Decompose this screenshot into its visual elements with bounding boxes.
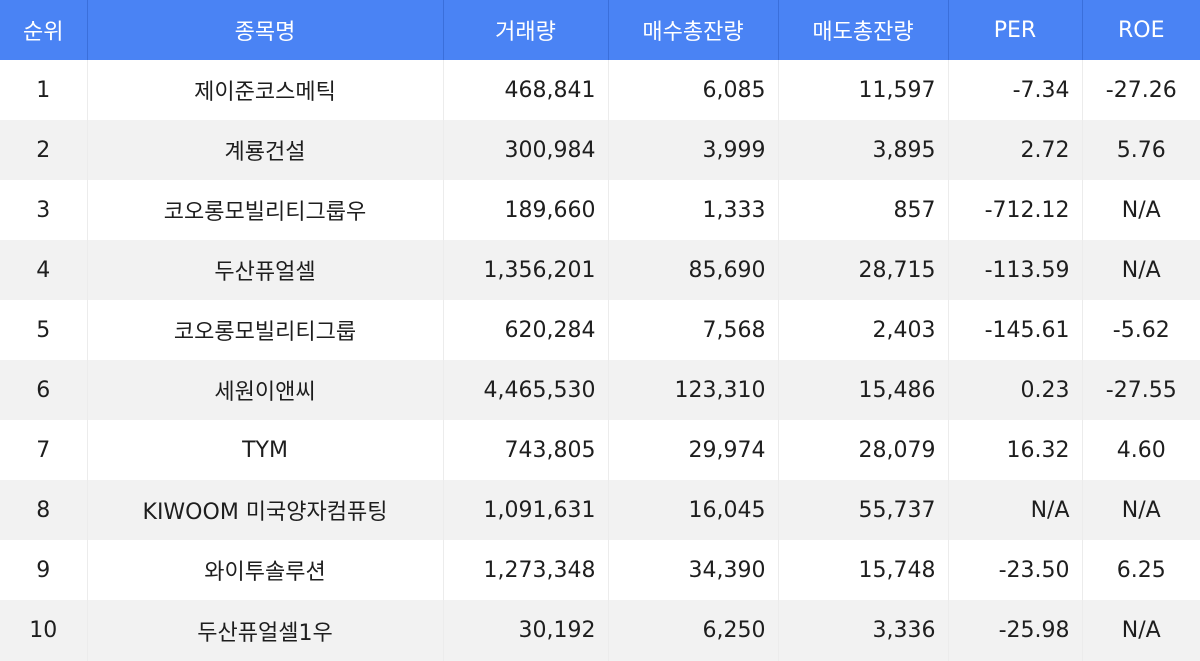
cell-sell-total: 15,748	[777, 540, 948, 600]
cell-roe: N/A	[1081, 600, 1200, 661]
table-row[interactable]: 6 세원이앤씨 4,465,530 123,310 15,486 0.23 -27.55	[0, 360, 1200, 420]
table-row[interactable]: 10 두산퓨얼셀1우 30,192 6,250 3,336 -25.98 N/A	[0, 600, 1200, 661]
table-row[interactable]: 5 코오롱모빌리티그룹 620,284 7,568 2,403 -145.61 -5.62	[0, 300, 1200, 360]
cell-roe: N/A	[1081, 240, 1200, 300]
header-buy-total[interactable]: 매수총잔량	[607, 0, 778, 60]
cell-volume: 30,192	[442, 600, 608, 661]
cell-volume: 620,284	[442, 300, 608, 360]
cell-rank: 8	[0, 480, 87, 540]
cell-per: 2.72	[947, 120, 1082, 180]
cell-sell-total: 15,486	[777, 360, 948, 420]
cell-rank: 1	[36, 77, 51, 103]
table-row[interactable]: 7 TYM 743,805 29,974 28,079 16.32 4.60	[0, 420, 1200, 480]
cell-roe: -27.55	[1081, 360, 1200, 420]
cell-rank: 9	[36, 557, 51, 583]
cell-per: -7.34	[947, 60, 1082, 120]
cell-rank: 10	[0, 600, 87, 661]
header-volume[interactable]: 거래량	[442, 0, 608, 60]
header-roe[interactable]: ROE	[1081, 0, 1200, 60]
cell-volume: 4,465,530	[442, 360, 608, 420]
cell-volume: 189,660	[442, 180, 608, 240]
header-name[interactable]: 종목명	[86, 0, 443, 60]
cell-per: -23.50	[947, 540, 1082, 600]
cell-rank: 7	[36, 437, 51, 463]
table-row[interactable]: 9 와이투솔루션 1,273,348 34,390 15,748 -23.50 6.25	[0, 540, 1200, 600]
cell-per: -113.59	[947, 240, 1082, 300]
cell-roe: -27.26	[1081, 60, 1200, 120]
cell-volume: 1,273,348	[442, 540, 608, 600]
header-per[interactable]: PER	[947, 0, 1082, 60]
cell-per: -25.98	[947, 600, 1082, 661]
table-row[interactable]: 1 제이준코스메틱 468,841 6,085 11,597 -7.34 -27.26	[0, 60, 1200, 120]
cell-volume: 1,356,201	[442, 240, 608, 300]
cell-sell-total: 3,336	[777, 600, 948, 661]
cell-stock-name[interactable]: 제이준코스메틱	[86, 60, 443, 120]
cell-rank: 4	[0, 240, 87, 300]
cell-rank: 6	[0, 360, 87, 420]
cell-sell-total: 11,597	[777, 60, 948, 120]
cell-buy-total: 85,690	[607, 240, 778, 300]
cell-buy-total: 6,250	[607, 600, 778, 661]
cell-buy-total: 29,974	[607, 420, 778, 480]
cell-stock-name[interactable]: 두산퓨얼셀1우	[86, 600, 443, 661]
cell-roe: 5.76	[1081, 120, 1200, 180]
table-row[interactable]: 3 코오롱모빌리티그룹우 189,660 1,333 857 -712.12 N/A	[0, 180, 1200, 240]
cell-per: -145.61	[947, 300, 1082, 360]
cell-rank: 5	[36, 317, 51, 343]
header-rank[interactable]: 순위	[0, 0, 87, 60]
cell-per: -712.12	[947, 180, 1082, 240]
header-row: 순위 종목명 거래량 매수총잔량 매도총잔량 PER ROE	[0, 0, 1200, 60]
cell-stock-name[interactable]: 세원이앤씨	[86, 360, 443, 420]
cell-buy-total: 123,310	[607, 360, 778, 420]
cell-volume: 468,841	[442, 60, 608, 120]
cell-buy-total: 7,568	[607, 300, 778, 360]
cell-rank: 2	[0, 120, 87, 180]
cell-per: N/A	[947, 480, 1082, 540]
cell-roe: N/A	[1081, 480, 1200, 540]
cell-rank: 3	[36, 197, 51, 223]
cell-roe: 6.25	[1081, 540, 1200, 600]
cell-roe: N/A	[1081, 180, 1200, 240]
cell-volume: 1,091,631	[442, 480, 608, 540]
cell-per: 0.23	[947, 360, 1082, 420]
table-body: 1 제이준코스메틱 468,841 6,085 11,597 -7.34 -27.26 2 계룡…	[0, 60, 1200, 661]
cell-volume: 743,805	[442, 420, 608, 480]
cell-sell-total: 2,403	[777, 300, 948, 360]
cell-volume: 300,984	[442, 120, 608, 180]
cell-buy-total: 6,085	[607, 60, 778, 120]
cell-sell-total: 857	[777, 180, 948, 240]
cell-sell-total: 3,895	[777, 120, 948, 180]
cell-sell-total: 28,715	[777, 240, 948, 300]
cell-stock-name[interactable]: 두산퓨얼셀	[86, 240, 443, 300]
cell-stock-name[interactable]: TYM	[86, 420, 443, 480]
table-row[interactable]: 8 KIWOOM 미국양자컴퓨팅 1,091,631 16,045 55,737 N/A N…	[0, 480, 1200, 540]
cell-buy-total: 34,390	[607, 540, 778, 600]
cell-buy-total: 16,045	[607, 480, 778, 540]
header-sell-total[interactable]: 매도총잔량	[777, 0, 948, 60]
cell-roe: -5.62	[1081, 300, 1200, 360]
cell-stock-name[interactable]: KIWOOM 미국양자컴퓨팅	[86, 480, 443, 540]
cell-buy-total: 1,333	[607, 180, 778, 240]
table-header: 순위 종목명 거래량 매수총잔량 매도총잔량 PER ROE	[0, 0, 1200, 60]
cell-stock-name[interactable]: 와이투솔루션	[86, 540, 443, 600]
cell-sell-total: 28,079	[777, 420, 948, 480]
table-row[interactable]: 2 계룡건설 300,984 3,999 3,895 2.72 5.76	[0, 120, 1200, 180]
cell-per: 16.32	[947, 420, 1082, 480]
cell-buy-total: 3,999	[607, 120, 778, 180]
cell-roe: 4.60	[1081, 420, 1200, 480]
cell-stock-name[interactable]: 코오롱모빌리티그룹우	[86, 180, 443, 240]
cell-stock-name[interactable]: 코오롱모빌리티그룹	[86, 300, 443, 360]
table-row[interactable]: 4 두산퓨얼셀 1,356,201 85,690 28,715 -113.59 N/A	[0, 240, 1200, 300]
cell-sell-total: 55,737	[777, 480, 948, 540]
cell-stock-name[interactable]: 계룡건설	[86, 120, 443, 180]
